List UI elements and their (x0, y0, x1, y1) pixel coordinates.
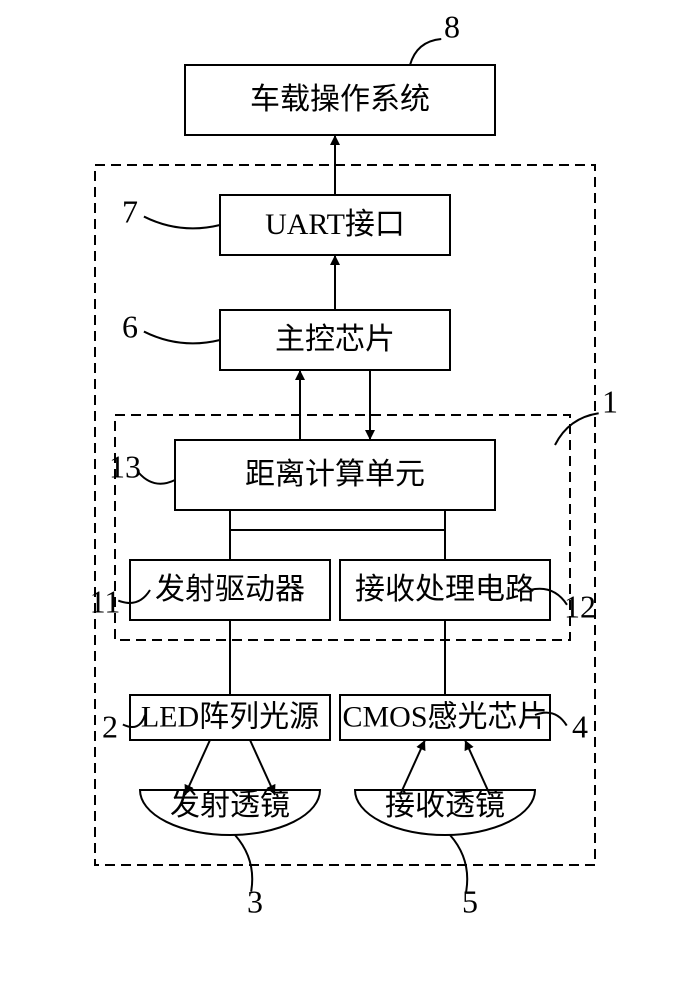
leader-1 (555, 413, 599, 445)
callout-7: 7 (122, 193, 138, 229)
leader-6 (144, 332, 220, 344)
cmos-label: CMOS感光芯片 (342, 700, 547, 733)
leader-7 (144, 217, 220, 229)
cmos-arrow-0 (400, 740, 425, 795)
uart-label: UART接口 (265, 208, 405, 241)
callout-4: 4 (572, 708, 588, 744)
txdrv-label: 发射驱动器 (155, 573, 305, 606)
tx-lens-label: 发射透镜 (170, 789, 290, 822)
cmos-arrow-1 (465, 740, 490, 795)
callout-2: 2 (102, 708, 118, 744)
callout-11: 11 (90, 583, 121, 619)
callout-13: 13 (109, 448, 141, 484)
led-label: LED阵列光源 (141, 700, 319, 733)
leader-13 (139, 473, 175, 484)
callout-1: 1 (602, 383, 618, 419)
callout-12: 12 (564, 588, 596, 624)
diagram-svg: 车载操作系统 UART接口主控芯片距离计算单元发射驱动器 接收处理电路 LED阵列光源… (0, 0, 686, 1000)
mcu-label: 主控芯片 (275, 323, 395, 356)
callout-8: 8 (444, 8, 460, 44)
callout-5: 5 (462, 883, 478, 919)
rx-lens-label: 接收透镜 (385, 789, 505, 822)
led-arrow-0 (185, 740, 210, 795)
outer-dashed-frame (95, 165, 595, 865)
callout-6: 6 (122, 308, 138, 344)
dist-label: 距离计算单元 (245, 458, 425, 491)
rxproc-label: 接收处理电路 (355, 573, 535, 606)
os-label: 车载操作系统 (250, 83, 430, 116)
leader-8 (410, 39, 441, 65)
callout-3: 3 (247, 883, 263, 919)
led-arrow-1 (250, 740, 275, 795)
